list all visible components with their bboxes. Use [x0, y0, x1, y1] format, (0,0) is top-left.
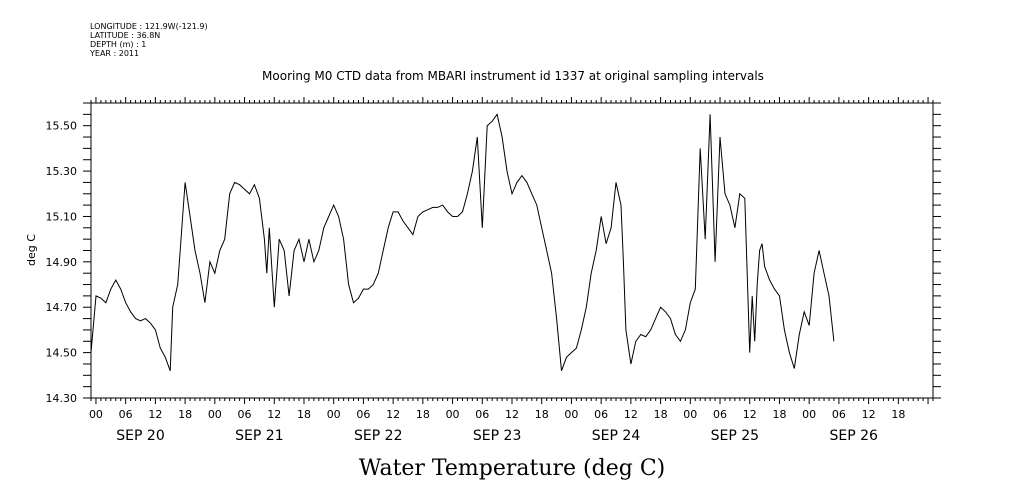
date-label: SEP 24	[592, 428, 641, 444]
x-tick-label: 00	[446, 408, 460, 421]
x-tick-label: 12	[267, 408, 281, 421]
x-tick-label: 18	[178, 408, 192, 421]
x-tick-label: 06	[119, 408, 133, 421]
plot-frame	[90, 102, 934, 399]
y-tick-label: 15.30	[46, 165, 78, 178]
date-label: SEP 26	[830, 428, 879, 444]
date-label: SEP 23	[473, 428, 521, 444]
chart-title: Mooring M0 CTD data from MBARI instrumen…	[262, 69, 764, 83]
water-temperature-line	[90, 113, 835, 371]
y-tick-label: 15.10	[46, 210, 78, 223]
latitude-text: LATITUDE : 36.8N	[90, 31, 161, 40]
x-tick-label: 18	[535, 408, 549, 421]
x-tick-label: 06	[594, 408, 608, 421]
date-label: SEP 22	[354, 428, 402, 444]
x-tick-label: 18	[772, 408, 786, 421]
depth-text: DEPTH (m) : 1	[90, 40, 147, 49]
year-text: YEAR : 2011	[90, 49, 140, 58]
x-tick-label: 06	[356, 408, 370, 421]
metadata-block: LONGITUDE : 121.9W(-121.9) LATITUDE : 36…	[90, 22, 208, 58]
y-tick-label: 14.90	[46, 256, 78, 269]
date-label: SEP 20	[116, 428, 164, 444]
x-tick-label: 00	[564, 408, 578, 421]
y-tick-label: 14.30	[46, 392, 78, 405]
y-tick-label: 15.50	[46, 120, 78, 133]
x-tick-label: 00	[683, 408, 697, 421]
y-tick-label: 14.50	[46, 347, 78, 360]
longitude-text: LONGITUDE : 121.9W(-121.9)	[90, 22, 208, 31]
x-tick-label: 12	[386, 408, 400, 421]
x-tick-label: 06	[475, 408, 489, 421]
x-tick-label: 12	[148, 408, 162, 421]
x-tick-label: 18	[891, 408, 905, 421]
x-tick-label: 00	[89, 408, 103, 421]
x-tick-label: 12	[505, 408, 519, 421]
x-tick-label: 12	[862, 408, 876, 421]
x-tick-label: 06	[713, 408, 727, 421]
y-axis-label: deg C	[25, 234, 38, 266]
x-tick-label: 00	[208, 408, 222, 421]
y-tick-label: 14.70	[46, 301, 78, 314]
x-tick-label: 18	[416, 408, 430, 421]
axes-group: 00 06 12 18 00 06 12 18 00 06 12 18 00 06 12 18 00 06 12 18…	[46, 97, 941, 444]
x-tick-label: 18	[654, 408, 668, 421]
date-label: SEP 25	[711, 428, 759, 444]
date-label: SEP 21	[235, 428, 283, 444]
x-tick-label: 00	[327, 408, 341, 421]
x-tick-label: 06	[832, 408, 846, 421]
x-tick-label: 18	[297, 408, 311, 421]
x-tick-label: 00	[802, 408, 816, 421]
x-tick-label: 06	[238, 408, 252, 421]
x-tick-label: 12	[743, 408, 757, 421]
x-tick-label: 12	[624, 408, 638, 421]
x-axis-label: Water Temperature (deg C)	[359, 456, 666, 481]
